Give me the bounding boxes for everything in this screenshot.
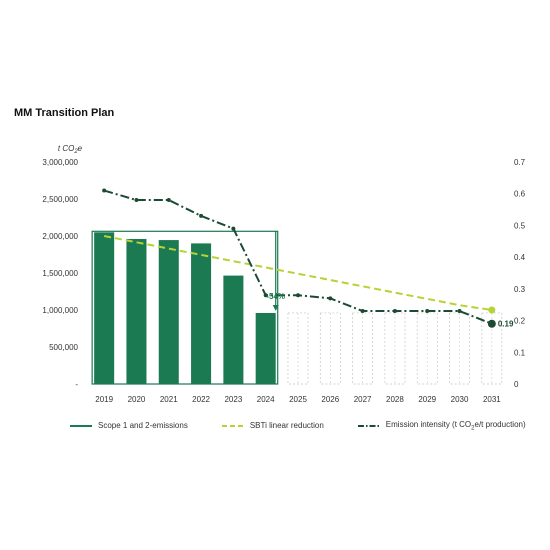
- intensity-end-point: [487, 319, 496, 328]
- y2-tick-label: 0.3: [514, 285, 526, 294]
- y2-tick-label: 0.5: [514, 221, 526, 230]
- highlight-box: [91, 230, 279, 385]
- legend-swatch-scope: [70, 424, 92, 427]
- intensity-point: [231, 226, 236, 231]
- bar: [255, 312, 276, 384]
- legend-swatch-intensity: [357, 424, 380, 427]
- future-bar-outline: [449, 312, 470, 385]
- legend-label-sbti: SBTi linear reduction: [249, 421, 324, 431]
- bar: [94, 232, 115, 384]
- y2-tick-label: 0.2: [514, 317, 526, 326]
- x-tick-label: 2022: [192, 395, 210, 404]
- bar: [223, 275, 244, 384]
- y-axis-unit-label: t CO2e: [58, 144, 83, 155]
- future-bar-outline: [384, 312, 406, 385]
- y2-tick-label: 0.6: [514, 190, 526, 199]
- y-tick-label: 3,000,000: [42, 158, 78, 167]
- intensity-point: [392, 309, 397, 314]
- intensity-point: [457, 309, 462, 314]
- x-tick-label: 2020: [128, 395, 146, 404]
- bar: [158, 240, 179, 384]
- legend-item-scope-emissions: Scope 1 and 2-emissions: [70, 421, 188, 430]
- y-tick-label: -: [75, 380, 78, 389]
- end-intensity-label: 0.19: [498, 320, 514, 329]
- y-tick-label: 500,000: [49, 343, 78, 352]
- intensity-point: [425, 309, 430, 314]
- x-tick-label: 2021: [160, 395, 178, 404]
- legend: Scope 1 and 2-emissions SBTi linear redu…: [70, 420, 530, 432]
- legend-item-intensity: Emission intensity (t CO2e/t production): [357, 420, 526, 432]
- intensity-point: [166, 198, 171, 203]
- future-bar-outline: [319, 312, 341, 385]
- y-tick-label: 2,500,000: [42, 195, 78, 204]
- future-bar-outline: [352, 312, 373, 385]
- y2-tick-label: 0.4: [514, 253, 526, 262]
- y2-tick-label: 0.1: [514, 348, 526, 357]
- y-tick-label: 1,000,000: [42, 306, 78, 315]
- intensity-point: [328, 296, 333, 301]
- x-tick-label: 2029: [418, 395, 436, 404]
- x-tick-label: 2031: [483, 395, 501, 404]
- bar: [191, 243, 212, 384]
- future-bar-outline: [287, 312, 309, 385]
- y-tick-label: 2,000,000: [42, 232, 78, 241]
- x-tick-label: 2024: [257, 395, 275, 404]
- intensity-point: [263, 293, 268, 298]
- legend-label-intensity: Emission intensity (t CO2e/t production): [385, 420, 526, 432]
- future-bar-outline: [481, 312, 503, 385]
- legend-label-scope: Scope 1 and 2-emissions: [98, 421, 188, 431]
- reduction-percent-label: -54%: [266, 292, 285, 301]
- intensity-point: [134, 198, 139, 203]
- chart-title: MM Transition Plan: [14, 107, 115, 119]
- intensity-point: [360, 309, 365, 314]
- x-tick-label: 2026: [321, 395, 339, 404]
- x-tick-label: 2023: [224, 395, 242, 404]
- y-tick-label: 1,500,000: [42, 269, 78, 278]
- legend-item-sbti: SBTi linear reduction: [221, 421, 324, 431]
- y2-tick-label: 0.7: [514, 158, 526, 167]
- x-tick-label: 2027: [354, 395, 372, 404]
- intensity-point: [296, 293, 300, 298]
- reduction-arrow-head: [272, 304, 279, 311]
- x-tick-label: 2030: [451, 395, 469, 404]
- bar: [126, 238, 147, 384]
- legend-swatch-sbti: [221, 424, 244, 427]
- y2-tick-label: 0: [514, 380, 519, 389]
- future-bar-outline: [416, 312, 438, 385]
- intensity-point: [199, 213, 204, 218]
- x-tick-label: 2025: [289, 395, 307, 404]
- intensity-point: [102, 188, 107, 193]
- sbti-end-point: [488, 306, 496, 314]
- x-tick-label: 2019: [95, 395, 113, 404]
- x-tick-label: 2028: [386, 395, 404, 404]
